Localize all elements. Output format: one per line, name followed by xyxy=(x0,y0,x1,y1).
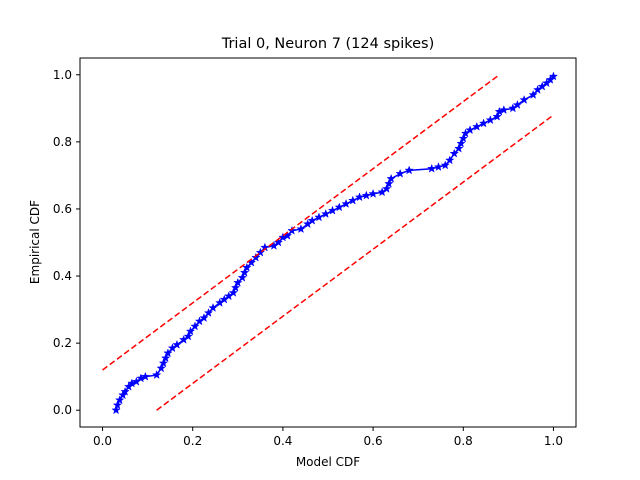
data-point xyxy=(426,163,437,173)
x-tick-label: 1.0 xyxy=(544,434,563,448)
data-point xyxy=(348,195,358,205)
data-point xyxy=(341,198,351,208)
data-point xyxy=(499,105,509,114)
data-point xyxy=(296,224,306,234)
data-point xyxy=(386,173,396,183)
data-point xyxy=(203,308,214,317)
data-point xyxy=(237,272,248,282)
data-point xyxy=(449,148,459,158)
x-axis: 0.0 0.2 0.4 0.6 0.8 1.0 xyxy=(93,427,563,448)
data-point xyxy=(465,125,475,135)
data-point xyxy=(528,89,538,99)
y-axis: 0.0 0.2 0.4 0.6 0.8 1.0 xyxy=(53,68,80,417)
y-tick-label: 0.4 xyxy=(53,269,72,283)
y-tick-label: 0.6 xyxy=(53,202,72,216)
confidence-bound-line xyxy=(102,74,500,371)
data-point xyxy=(433,162,444,172)
data-point xyxy=(190,321,200,331)
x-tick-label: 0.4 xyxy=(273,434,292,448)
data-point xyxy=(512,100,523,109)
data-point xyxy=(381,183,392,193)
data-point xyxy=(384,178,394,188)
data-point xyxy=(454,143,464,153)
data-point xyxy=(440,160,450,170)
data-point xyxy=(160,353,171,363)
data-point xyxy=(251,252,261,262)
data-point xyxy=(445,155,455,165)
data-point xyxy=(242,262,252,272)
data-point xyxy=(228,287,239,297)
data-point xyxy=(199,313,209,322)
y-tick-label: 0.8 xyxy=(53,135,72,149)
data-point xyxy=(548,71,559,81)
data-point xyxy=(478,118,489,128)
data-point xyxy=(111,405,121,415)
series-layer xyxy=(102,71,559,415)
data-point xyxy=(151,370,162,380)
data-point xyxy=(158,358,169,368)
confidence-bound-line xyxy=(156,114,554,411)
data-point xyxy=(208,302,218,312)
data-point xyxy=(140,371,151,381)
x-tick-label: 0.0 xyxy=(93,434,112,448)
data-point xyxy=(120,386,130,396)
data-point xyxy=(273,237,284,247)
data-point xyxy=(327,205,338,215)
data-point xyxy=(185,326,196,336)
y-axis-label: Empirical CDF xyxy=(28,200,42,284)
y-tick-label: 0.2 xyxy=(53,336,72,350)
x-tick-label: 0.2 xyxy=(183,434,202,448)
data-point xyxy=(404,165,414,175)
data-point xyxy=(287,225,297,235)
data-point xyxy=(230,282,241,292)
data-point xyxy=(183,331,193,341)
data-point xyxy=(114,395,125,405)
data-point xyxy=(334,202,344,212)
chart-title: Trial 0, Neuron 7 (124 spikes) xyxy=(221,36,435,52)
data-point xyxy=(307,215,317,225)
data-point xyxy=(368,188,378,198)
data-point xyxy=(458,133,468,143)
data-point xyxy=(354,192,365,202)
data-point xyxy=(361,190,372,200)
data-point xyxy=(519,94,529,104)
data-point xyxy=(233,277,243,287)
data-point xyxy=(239,267,250,277)
data-point xyxy=(172,339,182,349)
data-point xyxy=(314,212,324,222)
data-point xyxy=(112,400,123,410)
data-point xyxy=(395,168,405,178)
data-point xyxy=(456,138,466,148)
data-point xyxy=(492,111,502,121)
x-tick-label: 0.6 xyxy=(364,434,383,448)
data-point xyxy=(156,363,166,373)
data-point xyxy=(321,209,331,218)
x-tick-label: 0.8 xyxy=(454,434,473,448)
y-tick-label: 0.0 xyxy=(53,403,72,417)
data-point xyxy=(163,348,173,358)
data-point xyxy=(485,115,496,125)
x-axis-label: Model CDF xyxy=(296,455,360,469)
data-point xyxy=(472,121,482,131)
y-tick-label: 1.0 xyxy=(53,68,72,82)
